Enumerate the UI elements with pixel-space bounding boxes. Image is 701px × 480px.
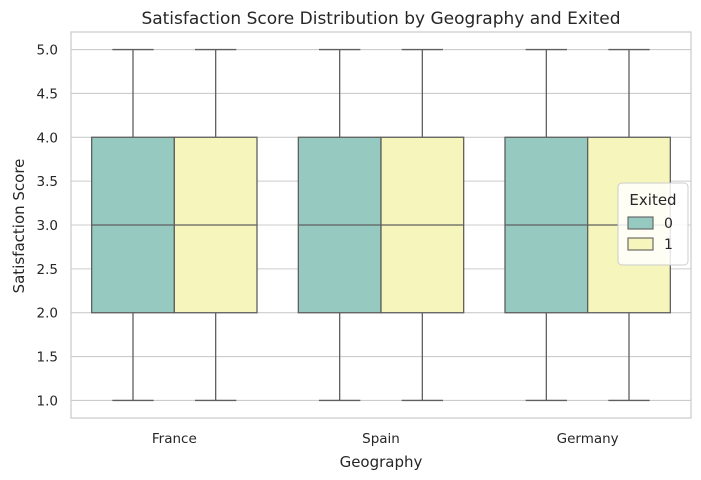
y-tick-label: 4.0 xyxy=(37,130,58,146)
y-tick-label: 3.0 xyxy=(37,218,58,234)
chart-title: Satisfaction Score Distribution by Geogr… xyxy=(141,9,620,29)
y-tick-label: 3.5 xyxy=(37,174,58,190)
box-spain-0 xyxy=(297,48,382,402)
y-tick-label: 1.5 xyxy=(37,350,58,366)
box-series xyxy=(91,48,671,402)
y-tick-label: 2.5 xyxy=(37,262,58,278)
box-germany-0 xyxy=(504,48,589,402)
y-tick-label: 1.0 xyxy=(37,393,58,409)
plot-frame xyxy=(70,31,692,419)
x-tick-labels: France Spain Germany xyxy=(152,431,619,447)
legend[interactable]: Exited 0 1 xyxy=(617,182,689,266)
x-tick-label: Germany xyxy=(557,431,619,447)
box-france-0 xyxy=(91,48,175,402)
legend-swatch-1 xyxy=(627,237,654,251)
legend-swatch-0 xyxy=(627,216,654,230)
y-tick-label: 2.0 xyxy=(37,306,58,322)
y-axis-label: Satisfaction Score xyxy=(10,159,28,294)
legend-title: Exited xyxy=(629,191,676,209)
y-tick-labels: 1.0 1.5 2.0 2.5 3.0 3.5 4.0 4.5 5.0 xyxy=(37,43,58,410)
y-tick-label: 4.5 xyxy=(37,86,58,102)
x-tick-label: France xyxy=(152,431,197,447)
y-tick-label: 5.0 xyxy=(37,43,58,59)
box-france-1 xyxy=(173,48,258,402)
x-tick-label: Spain xyxy=(362,431,400,447)
box-spain-1 xyxy=(380,48,465,402)
legend-label-1: 1 xyxy=(664,237,673,253)
legend-label-0: 0 xyxy=(664,216,673,232)
x-axis-label: Geography xyxy=(340,453,423,471)
